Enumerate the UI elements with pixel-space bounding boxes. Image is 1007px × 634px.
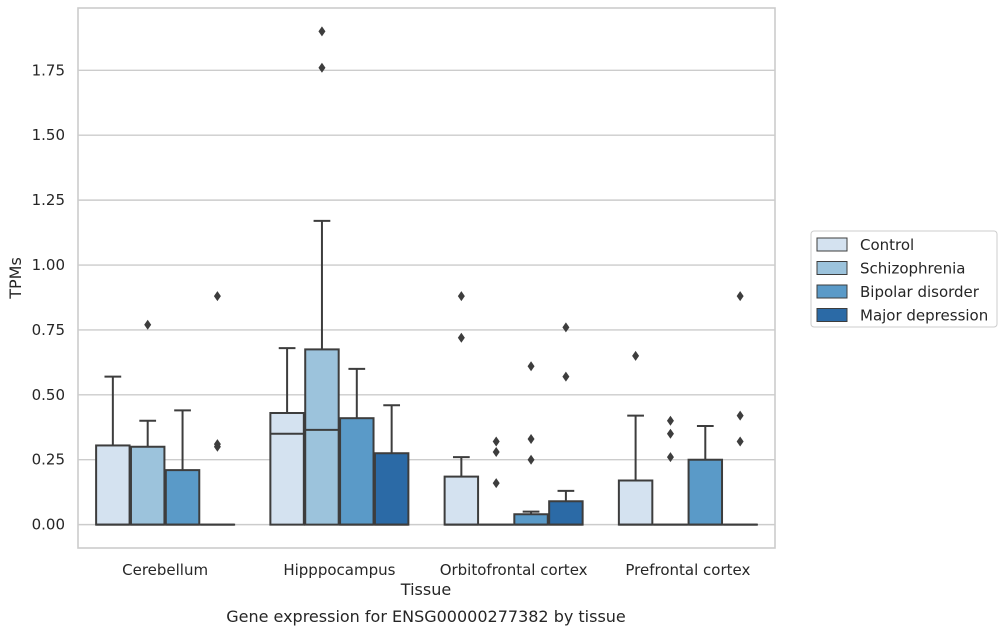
legend-swatch bbox=[816, 237, 848, 252]
outlier-point bbox=[492, 446, 500, 457]
x-axis-label: Tissue bbox=[400, 580, 451, 599]
outlier-point bbox=[736, 410, 744, 421]
box-group bbox=[513, 361, 549, 526]
x-tick-label: Hipppocampus bbox=[283, 561, 395, 579]
box bbox=[95, 444, 131, 526]
outlier-point bbox=[666, 415, 674, 426]
legend-swatch bbox=[816, 308, 848, 322]
outlier-point bbox=[562, 322, 570, 333]
box bbox=[129, 445, 166, 526]
legend-frame bbox=[810, 230, 998, 328]
outlier-point bbox=[562, 371, 570, 382]
outlier-point bbox=[492, 478, 500, 489]
box-group bbox=[164, 409, 201, 526]
outlier-point bbox=[666, 452, 674, 463]
outlier-point bbox=[736, 291, 744, 302]
outlier-point bbox=[736, 436, 744, 447]
plot-area-frame bbox=[77, 7, 776, 549]
box bbox=[443, 475, 480, 526]
y-tick-label: 1.75 bbox=[32, 61, 65, 79]
gridlines bbox=[78, 69, 775, 526]
boxes bbox=[95, 26, 758, 526]
legend-label: Schizophrenia bbox=[860, 260, 965, 278]
box-group bbox=[652, 415, 689, 526]
box bbox=[373, 452, 410, 526]
legend: Control Schizophrenia Bipolar disorder Majo… bbox=[810, 230, 998, 328]
outlier-point bbox=[213, 439, 221, 450]
box-group bbox=[443, 291, 480, 526]
outlier-point bbox=[666, 428, 674, 439]
box bbox=[304, 348, 340, 526]
box-group bbox=[478, 436, 514, 526]
outlier-point bbox=[213, 291, 221, 302]
outlier-point bbox=[527, 361, 535, 372]
legend-label: Control bbox=[860, 236, 914, 254]
outlier-point bbox=[527, 433, 535, 444]
box bbox=[687, 458, 724, 526]
box-group bbox=[339, 367, 375, 526]
box-group bbox=[95, 375, 131, 526]
box bbox=[339, 417, 375, 526]
box bbox=[617, 479, 654, 526]
box-group bbox=[722, 291, 758, 526]
y-tick-label: 1.25 bbox=[32, 191, 65, 209]
outlier-point bbox=[457, 291, 465, 302]
outlier-point bbox=[144, 319, 152, 330]
y-axis-ticks: 0.00 0.25 0.50 0.75 1.00 1.25 1.50 1.75 bbox=[32, 61, 65, 533]
box bbox=[548, 500, 584, 526]
box bbox=[164, 469, 201, 526]
box-group bbox=[617, 350, 654, 526]
outlier-point bbox=[527, 454, 535, 465]
y-tick-label: 0.50 bbox=[32, 386, 65, 404]
y-tick-label: 0.75 bbox=[32, 321, 65, 339]
x-axis-ticks: Cerebellum Hipppocampus Orbitofrontal cort… bbox=[122, 561, 750, 579]
y-tick-label: 1.50 bbox=[32, 126, 65, 144]
box-group bbox=[687, 424, 724, 526]
y-axis-label: TPMs bbox=[6, 257, 25, 300]
x-tick-label: Orbitofrontal cortex bbox=[440, 561, 588, 579]
outlier-point bbox=[492, 436, 500, 447]
box bbox=[513, 513, 549, 526]
box-group bbox=[269, 347, 305, 526]
box-group bbox=[373, 404, 410, 526]
legend-swatch bbox=[816, 261, 848, 275]
box-group bbox=[304, 26, 340, 526]
x-tick-label: Prefrontal cortex bbox=[625, 561, 750, 579]
y-tick-label: 0.00 bbox=[32, 516, 65, 534]
outlier-point bbox=[318, 62, 326, 73]
y-tick-label: 0.25 bbox=[32, 451, 65, 469]
box-group bbox=[129, 319, 166, 526]
outlier-point bbox=[318, 26, 326, 37]
box-group bbox=[548, 322, 584, 526]
box bbox=[269, 412, 305, 526]
outlier-point bbox=[632, 350, 640, 361]
outlier-point bbox=[457, 332, 465, 343]
legend-swatch bbox=[816, 284, 848, 299]
legend-label: Bipolar disorder bbox=[860, 283, 980, 301]
chart-caption: Gene expression for ENSG00000277382 by t… bbox=[226, 607, 626, 626]
x-tick-label: Cerebellum bbox=[122, 561, 208, 579]
y-tick-label: 1.00 bbox=[32, 256, 65, 274]
box-group bbox=[199, 291, 236, 526]
legend-label: Major depression bbox=[860, 307, 988, 325]
